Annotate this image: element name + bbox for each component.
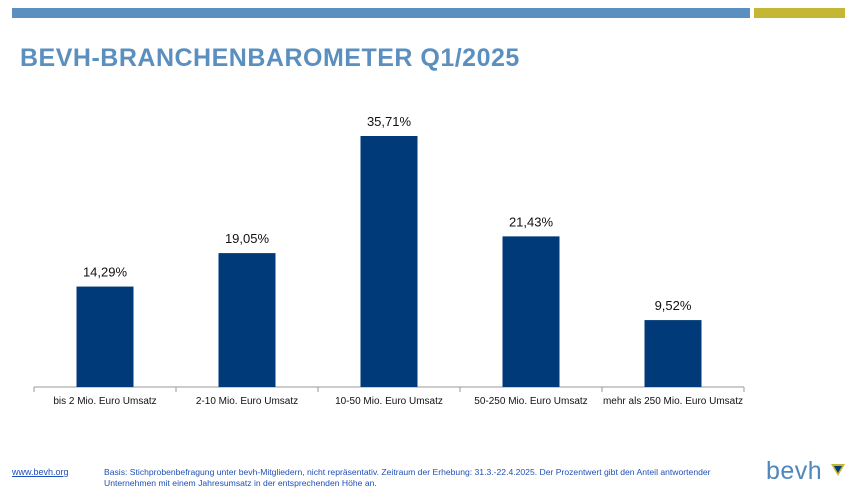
logo-text: bevh bbox=[766, 457, 823, 485]
bar bbox=[218, 253, 276, 387]
bevh-logo: bevh bbox=[766, 457, 846, 488]
category-label: 2-10 Mio. Euro Umsatz bbox=[196, 396, 298, 407]
category-label: 10-50 Mio. Euro Umsatz bbox=[335, 396, 443, 407]
data-label: 21,43% bbox=[509, 214, 554, 229]
header-accent-bar-blue bbox=[12, 8, 750, 18]
footer-website-link[interactable]: www.bevh.org bbox=[12, 467, 69, 477]
category-label: mehr als 250 Mio. Euro Umsatz bbox=[603, 396, 743, 407]
bar bbox=[644, 320, 702, 387]
data-label: 14,29% bbox=[83, 265, 128, 280]
bar bbox=[502, 236, 560, 387]
data-label: 35,71% bbox=[367, 114, 412, 129]
page-title: BEVH-BRANCHENBAROMETER Q1/2025 bbox=[20, 44, 520, 72]
header-accent-bar-gold bbox=[754, 8, 845, 18]
data-label: 19,05% bbox=[225, 231, 270, 246]
data-label: 9,52% bbox=[655, 298, 692, 313]
category-label: bis 2 Mio. Euro Umsatz bbox=[53, 396, 156, 407]
category-label: 50-250 Mio. Euro Umsatz bbox=[474, 396, 587, 407]
bar bbox=[76, 286, 134, 387]
bevh-logo-mark-icon bbox=[831, 464, 845, 476]
bar bbox=[360, 136, 418, 387]
footer-note: Basis: Stichprobenbefragung unter bevh-M… bbox=[104, 467, 711, 488]
